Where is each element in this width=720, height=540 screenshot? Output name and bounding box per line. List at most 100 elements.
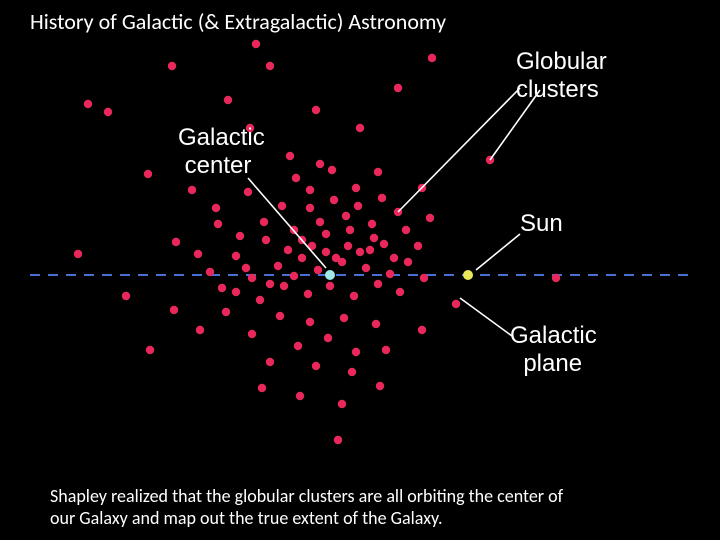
globular-cluster-dot	[396, 288, 404, 296]
globular-cluster-dot	[304, 290, 312, 298]
globular-cluster-dot	[146, 346, 154, 354]
globular-cluster-dot	[402, 226, 410, 234]
globular-cluster-dot	[274, 262, 282, 270]
globular-cluster-dot	[224, 96, 232, 104]
globular-cluster-dot	[332, 254, 340, 262]
globular-cluster-dot	[356, 124, 364, 132]
globular-cluster-dot	[342, 212, 350, 220]
globular-cluster-dot	[394, 84, 402, 92]
globular-cluster-dot	[376, 382, 384, 390]
globular-cluster-dot	[340, 314, 348, 322]
globular-cluster-dot	[194, 250, 202, 258]
globular-cluster-dot	[326, 282, 334, 290]
globular-cluster-dot	[316, 218, 324, 226]
globular-cluster-dot	[296, 392, 304, 400]
globular-cluster-dot	[354, 202, 362, 210]
globular-cluster-dot	[370, 234, 378, 242]
globular-cluster-dot	[260, 218, 268, 226]
globular-cluster-dot	[84, 100, 92, 108]
globular-cluster-dot	[242, 264, 250, 272]
globular-cluster-dot	[144, 170, 152, 178]
globular-cluster-dot	[418, 326, 426, 334]
globular-cluster-dot	[104, 108, 112, 116]
label-galactic-center: Galactic center	[178, 124, 265, 180]
globular-cluster-dot	[262, 236, 270, 244]
globular-cluster-dot	[328, 166, 336, 174]
globular-cluster-dot	[378, 194, 386, 202]
globular-cluster-dot	[452, 300, 460, 308]
globular-cluster-dot	[286, 152, 294, 160]
globular-cluster-dot	[314, 266, 322, 274]
globular-cluster-dot	[356, 248, 364, 256]
globular-cluster-dot	[294, 342, 302, 350]
globular-cluster-dot	[280, 282, 288, 290]
globular-cluster-dot	[266, 358, 274, 366]
label-sun: Sun	[520, 210, 563, 238]
globular-cluster-dot	[168, 62, 176, 70]
globular-cluster-dot	[420, 274, 428, 282]
label-galactic-plane: Galactic plane	[510, 322, 597, 378]
globular-cluster-dot	[380, 240, 388, 248]
globular-cluster-dot	[362, 264, 370, 272]
shapley-diagram	[0, 0, 720, 540]
pointer-sun	[476, 234, 520, 270]
globular-cluster-dot	[390, 254, 398, 262]
globular-cluster-dot	[218, 284, 226, 292]
globular-cluster-dot	[284, 246, 292, 254]
globular-cluster-dot	[312, 106, 320, 114]
globular-cluster-dot	[170, 306, 178, 314]
caption-line-2: our Galaxy and map out the true extent o…	[50, 507, 563, 529]
globular-cluster-dot	[324, 334, 332, 342]
globular-cluster-dot	[276, 312, 284, 320]
globular-cluster-dot	[232, 288, 240, 296]
globular-cluster-dot	[374, 280, 382, 288]
globular-cluster-dot	[386, 270, 394, 278]
globular-cluster-dot	[306, 204, 314, 212]
globular-cluster-dot	[266, 62, 274, 70]
globular-cluster-dot	[290, 272, 298, 280]
globular-cluster-dot	[196, 326, 204, 334]
globular-cluster-dot	[552, 274, 560, 282]
globular-cluster-dot	[366, 246, 374, 254]
galactic-center-marker	[325, 270, 335, 280]
globular-cluster-dot	[352, 348, 360, 356]
globular-cluster-dot	[232, 252, 240, 260]
globular-cluster-dot	[278, 202, 286, 210]
globular-cluster-dot	[222, 308, 230, 316]
globular-cluster-dot	[368, 220, 376, 228]
globular-cluster-dot	[374, 168, 382, 176]
globular-cluster-dot	[322, 248, 330, 256]
globular-cluster-dot	[344, 242, 352, 250]
globular-cluster-dot	[206, 268, 214, 276]
pointer-globular-clusters	[398, 88, 520, 212]
globular-cluster-dot	[252, 40, 260, 48]
globular-cluster-dot	[212, 204, 220, 212]
globular-cluster-dot	[236, 232, 244, 240]
globular-cluster-dot	[426, 214, 434, 222]
globular-cluster-dot	[248, 330, 256, 338]
globular-cluster-dot	[346, 226, 354, 234]
globular-cluster-dot	[330, 196, 338, 204]
pointer-galactic-center	[248, 178, 326, 268]
sun-marker	[463, 270, 473, 280]
caption-line-1: Shapley realized that the globular clust…	[50, 485, 563, 507]
globular-cluster-dot	[306, 186, 314, 194]
globular-cluster-dot	[382, 346, 390, 354]
globular-cluster-dot	[244, 188, 252, 196]
globular-cluster-dot	[256, 296, 264, 304]
globular-cluster-dot	[298, 254, 306, 262]
globular-cluster-dot	[372, 320, 380, 328]
pointer-galactic-plane	[460, 298, 512, 336]
globular-cluster-dot	[214, 220, 222, 228]
globular-cluster-dot	[306, 318, 314, 326]
globular-cluster-dot	[74, 250, 82, 258]
globular-cluster-dot	[312, 362, 320, 370]
globular-cluster-dot	[258, 384, 266, 392]
label-globular-clusters: Globular clusters	[516, 48, 607, 104]
globular-cluster-dot	[122, 292, 130, 300]
globular-cluster-dot	[248, 274, 256, 282]
globular-cluster-dot	[404, 258, 412, 266]
globular-cluster-dot	[292, 174, 300, 182]
slide-caption: Shapley realized that the globular clust…	[50, 485, 563, 529]
globular-cluster-dot	[348, 368, 356, 376]
